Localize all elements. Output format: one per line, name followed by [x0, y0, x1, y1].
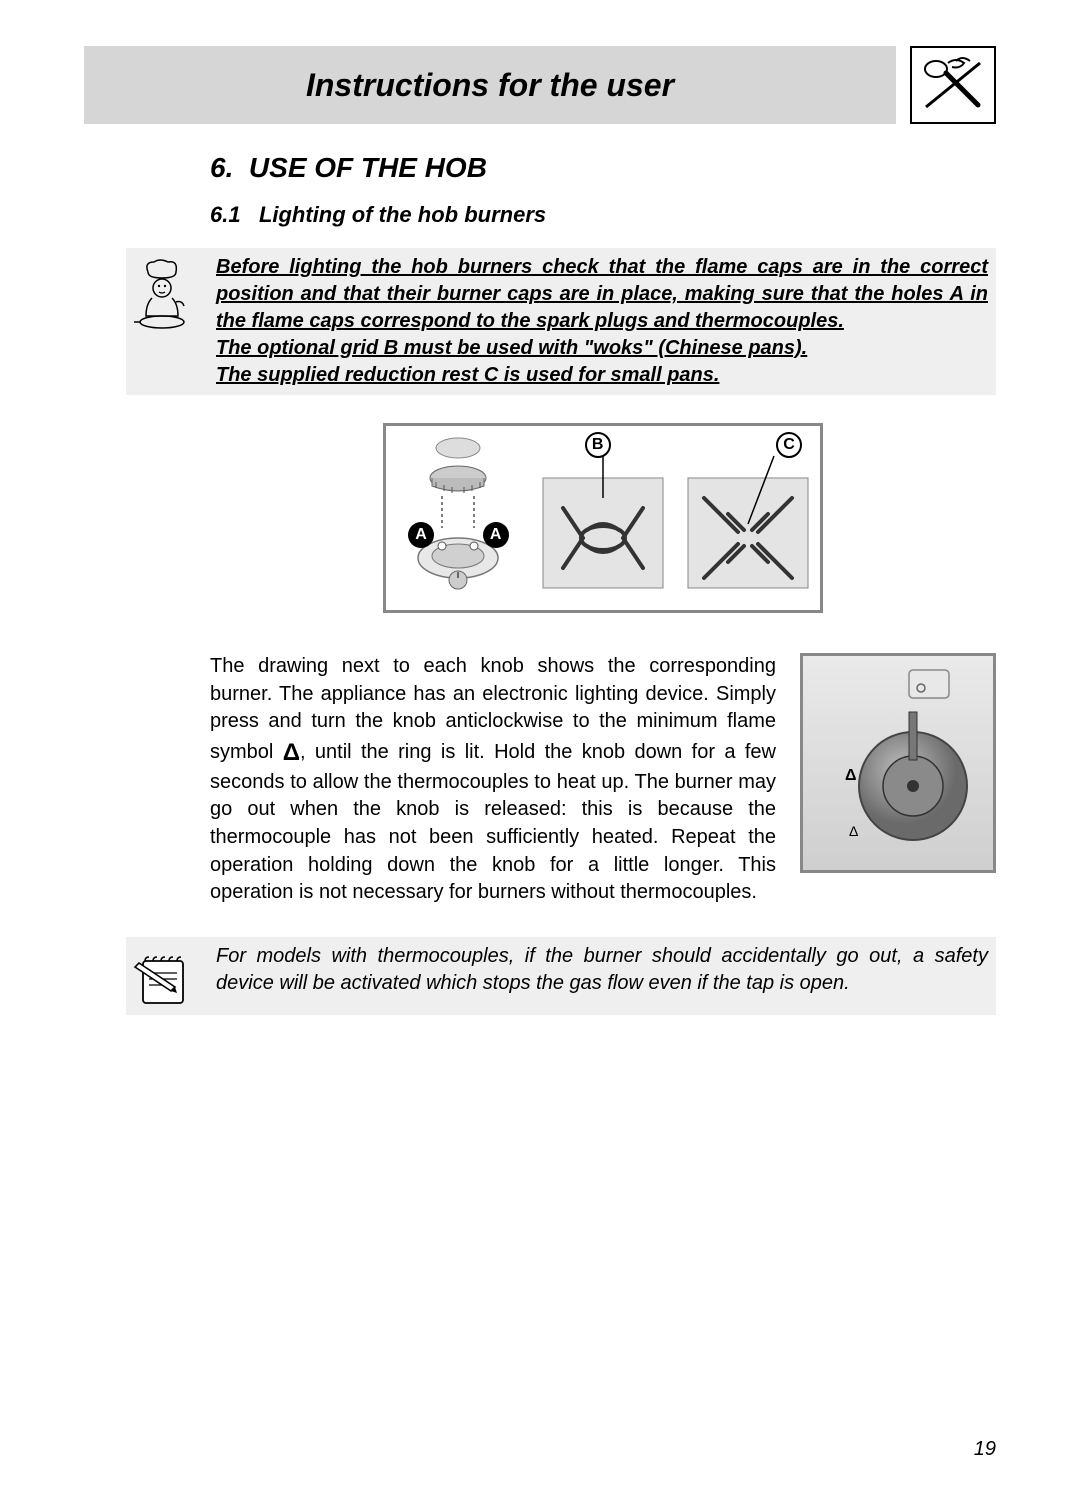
- notepad-icon: [131, 947, 193, 1009]
- warning-text: Before lighting the hob burners check th…: [216, 254, 988, 389]
- manual-page: Instructions for the user 6. USE OF THE …: [0, 0, 1080, 1055]
- diagram-panel-wok: B: [531, 426, 676, 610]
- label-b: B: [585, 432, 611, 458]
- warning-line-2: The optional grid B must be used with "w…: [216, 337, 807, 359]
- knob-indicator-1: Δ: [845, 767, 857, 784]
- knob-indicator-2: Δ: [849, 823, 858, 839]
- subsection-title: 6.1 Lighting of the hob burners: [210, 202, 996, 228]
- warning-line-3: The supplied reduction rest C is used fo…: [216, 364, 719, 386]
- diagram-panel-rest: C: [675, 426, 820, 610]
- body-row: The drawing next to each knob shows the …: [210, 653, 996, 907]
- header-banner: Instructions for the user: [84, 46, 896, 124]
- page-header: Instructions for the user: [84, 46, 996, 124]
- section-title: 6. USE OF THE HOB: [210, 152, 996, 184]
- header-title: Instructions for the user: [306, 67, 674, 104]
- page-number: 19: [974, 1438, 996, 1461]
- burner-assembly-svg: [388, 428, 528, 608]
- spoon-cook-icon: [918, 55, 988, 115]
- diagram-box: A A B: [383, 423, 823, 613]
- note-block: For models with thermocouples, if the bu…: [126, 937, 996, 1015]
- section-name: USE OF THE HOB: [249, 152, 487, 183]
- warning-block: Before lighting the hob burners check th…: [126, 248, 996, 395]
- knob-diagram: Δ Δ: [800, 653, 996, 873]
- warning-line-1: Before lighting the hob burners check th…: [216, 256, 988, 332]
- label-a-left: A: [408, 522, 434, 548]
- flame-symbol: Δ: [283, 739, 300, 766]
- chef-icon: [132, 258, 192, 334]
- body-paragraph: The drawing next to each knob shows the …: [210, 653, 776, 907]
- knob-svg: Δ Δ: [803, 656, 993, 870]
- note-icon-cell: [126, 943, 198, 1009]
- label-a-right: A: [483, 522, 509, 548]
- content-area: 6. USE OF THE HOB 6.1 Lighting of the ho…: [84, 152, 996, 1015]
- diagram-row: A A B: [210, 423, 996, 613]
- subsection-name: Lighting of the hob burners: [259, 202, 546, 227]
- label-c: C: [776, 432, 802, 458]
- diagram-panel-burner: A A: [386, 426, 531, 610]
- section-number: 6.: [210, 152, 233, 183]
- header-icon-box: [910, 46, 996, 124]
- subsection-number: 6.1: [210, 202, 241, 227]
- warning-icon-cell: [126, 254, 198, 334]
- note-text: For models with thermocouples, if the bu…: [216, 943, 988, 998]
